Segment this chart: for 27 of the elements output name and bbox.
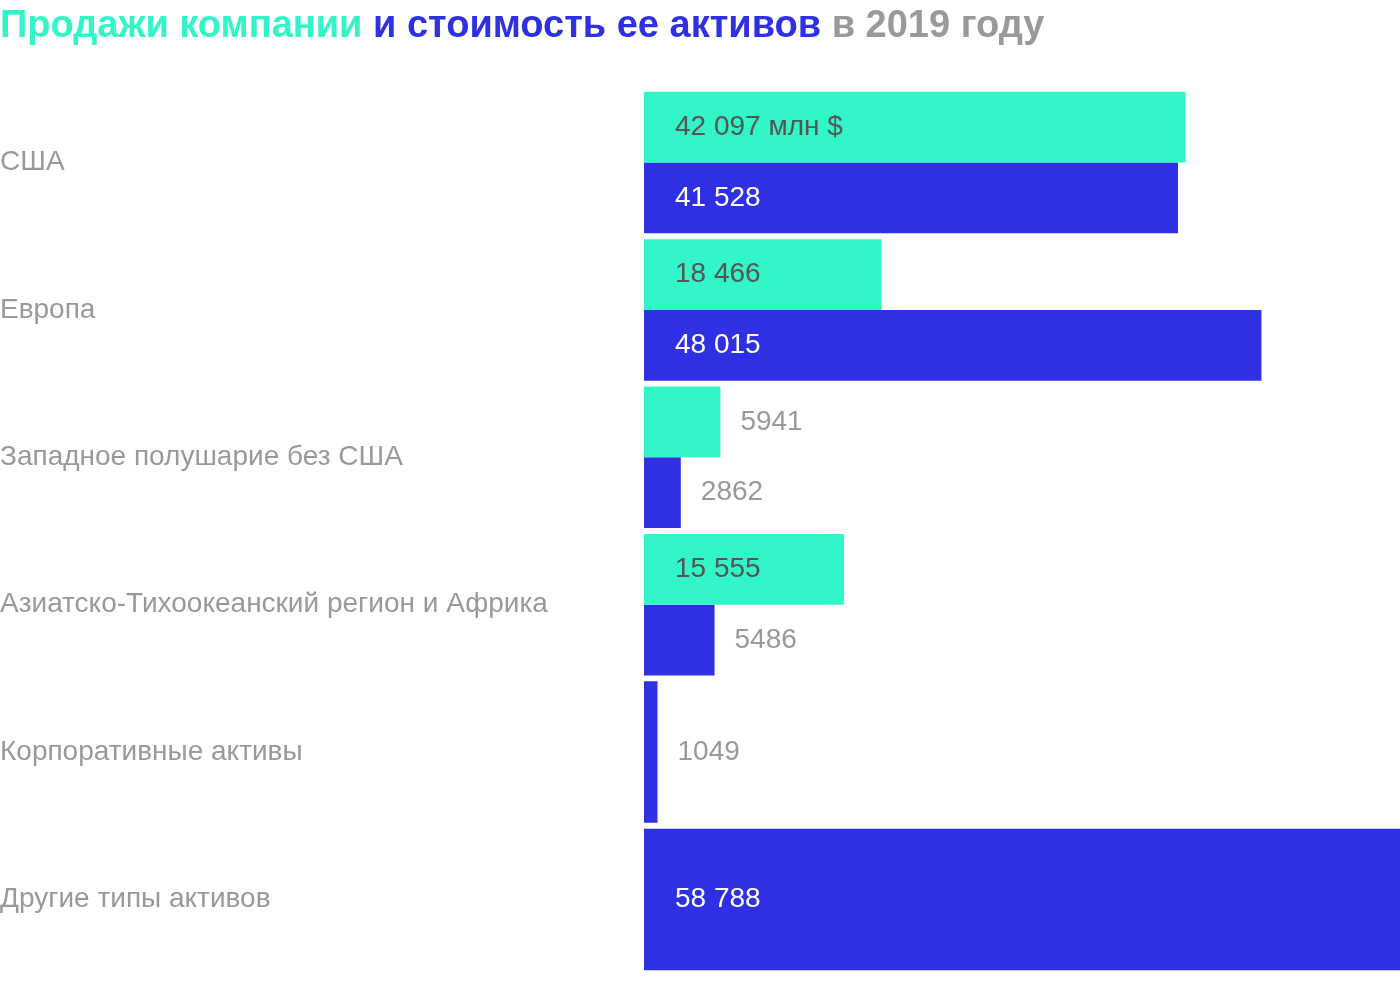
text: Продажи компании bbox=[0, 3, 364, 45]
y-tick-label: Корпоративные активы bbox=[0, 734, 303, 766]
data-label: 1049 bbox=[677, 734, 740, 766]
data-label: 2862 bbox=[700, 475, 764, 507]
data-label: 18 466 bbox=[675, 257, 761, 289]
bar bbox=[644, 533, 845, 605]
text: и стоимость ее активов bbox=[373, 3, 823, 45]
bar bbox=[644, 162, 1179, 234]
bar bbox=[644, 604, 715, 676]
chart-title: в 2019 году bbox=[831, 3, 1045, 45]
bar bbox=[644, 386, 721, 458]
data-label: 15 555 bbox=[675, 552, 761, 584]
bar bbox=[644, 91, 1186, 163]
y-tick-label: Европа bbox=[0, 292, 96, 324]
bar bbox=[644, 309, 1262, 381]
y-tick-label: Азиатско-Тихоокеанский регион и Африка bbox=[0, 587, 549, 619]
data-label: 42 097 млн $ bbox=[675, 109, 844, 141]
bar bbox=[644, 239, 882, 310]
data-label: 5941 bbox=[740, 404, 803, 436]
data-label: 58 788 bbox=[675, 882, 761, 914]
y-tick-label: США bbox=[0, 145, 65, 177]
data-label: 41 528 bbox=[675, 180, 761, 212]
data-label: 5486 bbox=[734, 622, 797, 654]
bar bbox=[644, 457, 681, 529]
y-tick-label: Западное полушарие без США bbox=[0, 440, 404, 472]
y-tick-label: Другие типы активов bbox=[0, 882, 271, 914]
data-label: 48 015 bbox=[675, 327, 761, 359]
